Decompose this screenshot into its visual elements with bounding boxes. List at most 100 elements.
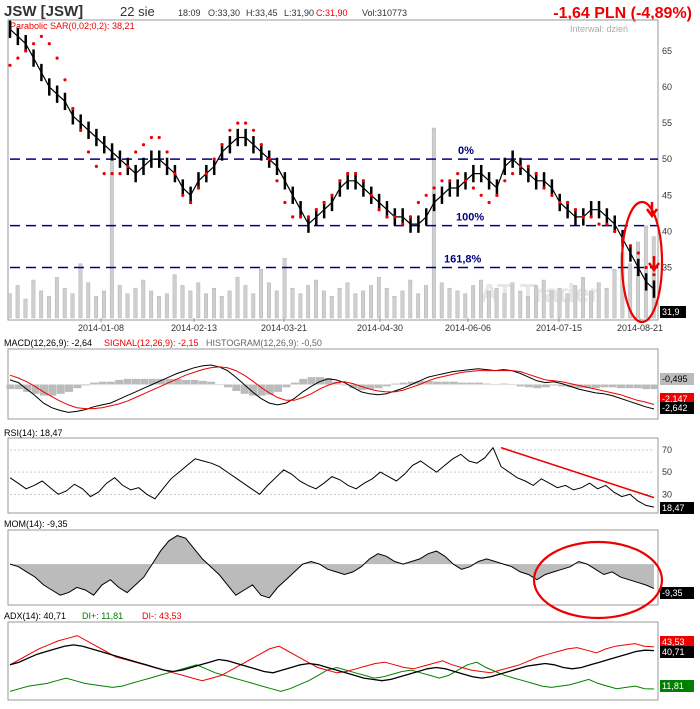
sar-dot xyxy=(628,244,633,248)
histogram-bar xyxy=(550,384,559,386)
volume-bar xyxy=(424,285,428,319)
last-price-label: 31,9 xyxy=(662,307,680,317)
arrow-down-icon xyxy=(645,202,659,219)
volume-bar xyxy=(23,298,28,319)
volume-bar xyxy=(274,290,279,319)
histogram-bar xyxy=(600,384,609,388)
volume-bar xyxy=(172,274,177,319)
sar-dot xyxy=(424,193,428,197)
highlight-ellipse-mom xyxy=(532,540,664,620)
sar-dots xyxy=(8,34,656,277)
adx-diplus-label: 11,81 xyxy=(662,681,684,691)
sar-dot xyxy=(275,179,279,183)
sar-dot xyxy=(354,172,358,176)
price-change: -1,64 PLN (-4,89%) xyxy=(553,5,692,22)
rsi-legend: RSI(14): 18,47 xyxy=(4,428,63,438)
volume-bar xyxy=(219,296,224,319)
sar-dot xyxy=(550,193,554,197)
macd-line xyxy=(9,364,655,413)
histogram-legend: HISTOGRAM(12,26,9): -0,50 xyxy=(206,338,322,348)
volume-bar xyxy=(369,285,373,319)
sar-dot xyxy=(134,150,138,154)
volume-bar xyxy=(353,293,358,319)
sar-dot xyxy=(31,42,36,46)
adx-line xyxy=(9,644,655,682)
diplus-legend: DI+: 11,81 xyxy=(82,611,123,621)
histogram-bar xyxy=(6,384,15,390)
histogram-bar xyxy=(40,384,48,396)
volume-bar xyxy=(596,282,601,319)
sar-legend: Parabolic SAR(0,02;0,2): 38,21 xyxy=(10,21,135,31)
rsi-value-label-box xyxy=(660,502,694,514)
histogram-bar xyxy=(90,382,99,385)
sar-dot xyxy=(86,150,91,154)
rsi-tick-label: 30 xyxy=(662,489,672,499)
sar-dot xyxy=(165,150,169,154)
histogram-bar xyxy=(382,384,391,387)
histogram-bar xyxy=(474,382,483,385)
header-volume: Vol:310773 xyxy=(362,8,407,18)
sar-dot xyxy=(408,215,413,219)
volume-bar xyxy=(102,290,106,319)
sar-dot xyxy=(495,193,499,197)
histogram-bar xyxy=(23,384,32,392)
volume-bar xyxy=(643,225,648,319)
volume-bar xyxy=(557,287,562,319)
volume-bar xyxy=(651,236,656,319)
histogram-bar xyxy=(123,378,132,385)
histogram-bar xyxy=(81,384,90,386)
histogram-bar xyxy=(257,384,266,396)
y-tick-label: 40 xyxy=(662,226,672,236)
sar-dot xyxy=(401,222,405,226)
histogram-bar xyxy=(290,382,299,385)
macd-hist-label-box xyxy=(660,373,694,385)
volume-bar xyxy=(267,282,271,319)
ticker-title: JSW [JSW] xyxy=(4,3,83,20)
sar-dot xyxy=(228,128,232,132)
adx-panel xyxy=(7,621,659,701)
volume-bar xyxy=(589,290,593,319)
header-close: C:31,90 xyxy=(316,8,348,18)
histogram-bar xyxy=(583,384,592,389)
sar-dot xyxy=(440,179,444,183)
histogram-bar xyxy=(198,380,207,385)
sar-dot xyxy=(542,186,546,190)
sar-dot xyxy=(510,172,515,176)
volume-bar xyxy=(188,290,193,319)
adx-value-label-box xyxy=(660,646,694,658)
volume-bar xyxy=(636,241,640,319)
histogram-bar xyxy=(466,382,475,385)
volume-bar xyxy=(149,290,154,319)
sar-dot xyxy=(377,208,381,212)
histogram-bar xyxy=(98,381,107,385)
volume-bar xyxy=(455,290,460,319)
histogram-bar xyxy=(148,378,157,385)
sar-dot xyxy=(283,200,287,205)
macd-signal-label: -2,147 xyxy=(662,394,688,404)
histogram-bar xyxy=(115,379,124,385)
sar-dot xyxy=(322,200,326,205)
sar-dot xyxy=(471,186,475,190)
volume-bar xyxy=(306,285,311,319)
sar-dot xyxy=(613,229,617,233)
histogram-bar xyxy=(56,384,65,394)
histogram-bar xyxy=(31,384,40,394)
histogram-bar xyxy=(483,383,492,385)
histogram-bar xyxy=(458,382,467,385)
histogram-bar xyxy=(341,384,349,386)
fibonacci-lines: 0% 100% 161,8% xyxy=(10,145,658,269)
sar-dot xyxy=(299,215,303,219)
histogram-bar xyxy=(633,384,642,389)
histogram-bar xyxy=(282,384,291,388)
histogram-bar xyxy=(215,384,224,385)
sar-dot xyxy=(581,215,585,219)
histogram-bar xyxy=(566,384,575,388)
mom-series: -9,35 xyxy=(9,535,694,599)
header-high: H:33,45 xyxy=(246,8,278,18)
volume-bar xyxy=(7,293,12,319)
sar-dot xyxy=(244,121,248,125)
sar-dot xyxy=(652,273,656,277)
